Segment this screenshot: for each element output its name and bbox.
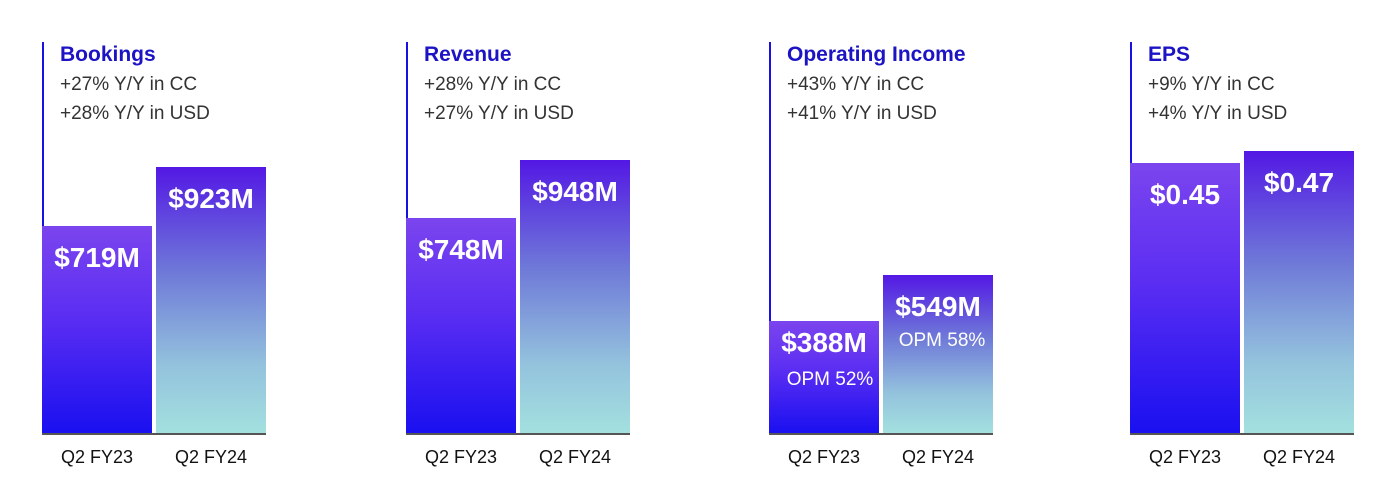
- bar-value-label: $388M: [781, 327, 867, 358]
- bar-value-label: $719M: [54, 242, 140, 273]
- category-tick-label: Q2 FY23: [787, 447, 861, 467]
- category-tick-label: Q2 FY24: [1262, 447, 1336, 467]
- bar-value-label: $0.45: [1149, 179, 1221, 210]
- panel-title: Operating Income: [787, 43, 966, 66]
- chart-panel: EPS +9% Y/Y in CC +4% Y/Y in USD $0.45 Q2 FY…: [1130, 0, 1395, 504]
- x-axis-baseline: [406, 433, 630, 435]
- bar-current-year: $923M: [156, 167, 266, 433]
- category-tick-label: Q2 FY24: [174, 447, 248, 467]
- category-tick-label: Q2 FY23: [424, 447, 498, 467]
- bar-value-label: $748M: [418, 234, 504, 265]
- bar-value-label: $948M: [532, 176, 618, 207]
- x-axis-baseline: [1130, 433, 1354, 435]
- category-tick-label: Q2 FY24: [538, 447, 612, 467]
- operating-margin-note: OPM 52%: [786, 369, 874, 390]
- bar-prior-year: $719M: [42, 226, 152, 433]
- bar-value-label: $0.47: [1263, 167, 1335, 198]
- category-tick-label: Q2 FY23: [60, 447, 134, 467]
- chart-panel: Revenue +28% Y/Y in CC +27% Y/Y in USD $748…: [406, 0, 726, 504]
- growth-note: +9% Y/Y in CC: [1148, 74, 1275, 95]
- bar-value-label: $923M: [168, 183, 254, 214]
- chart-panel: Operating Income +43% Y/Y in CC +41% Y/Y i…: [769, 0, 1089, 504]
- panel-title: Revenue: [424, 43, 512, 66]
- operating-margin-note: OPM 58%: [898, 330, 986, 351]
- category-tick-label: Q2 FY24: [901, 447, 975, 467]
- bar-prior-year: $388M OPM 52%: [769, 321, 879, 433]
- growth-note: +27% Y/Y in CC: [60, 74, 198, 95]
- bar-current-year: $0.47: [1244, 151, 1354, 433]
- panel-title: EPS: [1148, 43, 1191, 66]
- category-tick-label: Q2 FY23: [1148, 447, 1222, 467]
- x-axis-baseline: [42, 433, 266, 435]
- bar-current-year: $549M OPM 58%: [883, 275, 993, 433]
- bar-value-label: $549M: [895, 291, 981, 322]
- panel-axis-line: [769, 42, 771, 434]
- chart-panel: Bookings +27% Y/Y in CC +28% Y/Y in USD $71…: [42, 0, 362, 504]
- growth-note: +28% Y/Y in CC: [424, 74, 562, 95]
- growth-note: +4% Y/Y in USD: [1148, 103, 1288, 124]
- panel-title: Bookings: [60, 43, 156, 66]
- growth-note: +43% Y/Y in CC: [787, 74, 925, 95]
- bar-current-year: $948M: [520, 160, 630, 433]
- growth-note: +28% Y/Y in USD: [60, 103, 210, 124]
- growth-note: +41% Y/Y in USD: [787, 103, 937, 124]
- bar-prior-year: $748M: [406, 218, 516, 433]
- bar-prior-year: $0.45: [1130, 163, 1240, 433]
- growth-note: +27% Y/Y in USD: [424, 103, 574, 124]
- x-axis-baseline: [769, 433, 993, 435]
